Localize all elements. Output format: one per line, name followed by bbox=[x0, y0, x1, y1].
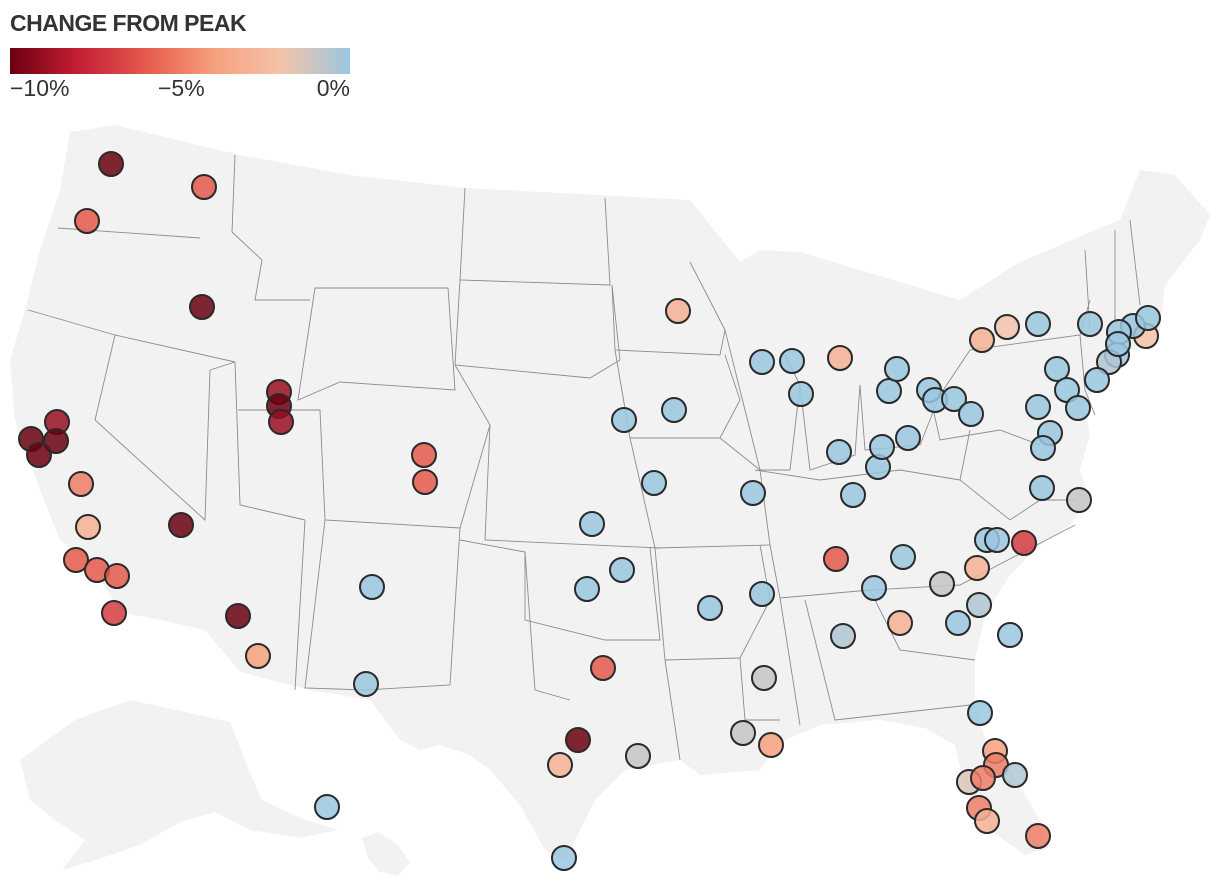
city-marker-ca bbox=[101, 600, 127, 626]
city-marker-fl bbox=[974, 808, 1000, 834]
city-marker-tx bbox=[547, 752, 573, 778]
city-marker-ia bbox=[661, 397, 687, 423]
city-marker-al bbox=[830, 623, 856, 649]
city-marker-pa bbox=[1025, 394, 1051, 420]
contiguous-us-land bbox=[10, 125, 1210, 862]
city-marker-sc bbox=[966, 592, 992, 618]
city-marker-il bbox=[788, 381, 814, 407]
city-markers bbox=[18, 151, 1161, 871]
city-marker-co bbox=[412, 469, 438, 495]
city-marker-ny bbox=[994, 314, 1020, 340]
city-marker-ok bbox=[609, 557, 635, 583]
city-marker-ia bbox=[611, 407, 637, 433]
city-marker-fl bbox=[1002, 762, 1028, 788]
city-marker-oh bbox=[876, 378, 902, 404]
legend-tick-min: −10% bbox=[10, 75, 70, 101]
city-marker-wi bbox=[779, 348, 805, 374]
city-marker-va bbox=[1135, 305, 1161, 331]
city-marker-tx bbox=[353, 671, 379, 697]
city-marker-nj bbox=[1065, 395, 1091, 421]
city-marker-tx bbox=[625, 743, 651, 769]
city-marker-ak bbox=[1105, 331, 1131, 357]
city-marker-ga bbox=[945, 610, 971, 636]
city-marker-in bbox=[840, 482, 866, 508]
city-marker-pa bbox=[969, 327, 995, 353]
city-marker-ca bbox=[68, 471, 94, 497]
city-marker-az bbox=[225, 603, 251, 629]
city-marker-nv bbox=[168, 512, 194, 538]
city-marker-tx bbox=[551, 845, 577, 871]
city-marker-ar bbox=[697, 595, 723, 621]
city-marker-mo bbox=[641, 470, 667, 496]
city-marker-fl bbox=[970, 765, 996, 791]
city-marker-va bbox=[1066, 487, 1092, 513]
city-marker-oh bbox=[958, 401, 984, 427]
city-marker-wa bbox=[98, 151, 124, 177]
city-marker-ks bbox=[579, 511, 605, 537]
city-marker-wa bbox=[191, 174, 217, 200]
city-marker-tx bbox=[590, 655, 616, 681]
city-marker-ca bbox=[43, 428, 69, 454]
legend-tick-mid: −5% bbox=[158, 75, 205, 101]
city-marker-nc bbox=[1011, 530, 1037, 556]
city-marker-la bbox=[730, 720, 756, 746]
city-marker-in bbox=[826, 439, 852, 465]
city-marker-ut bbox=[268, 409, 294, 435]
city-marker-ca bbox=[63, 547, 89, 573]
city-marker-id bbox=[189, 294, 215, 320]
city-marker-tn bbox=[890, 544, 916, 570]
city-marker-tx bbox=[565, 727, 591, 753]
city-marker-sc bbox=[929, 571, 955, 597]
city-marker-tn bbox=[749, 581, 775, 607]
city-marker-mn bbox=[665, 298, 691, 324]
city-marker-la bbox=[758, 732, 784, 758]
city-marker-ok bbox=[574, 576, 600, 602]
alaska-land bbox=[20, 700, 338, 870]
city-marker-ca bbox=[26, 442, 52, 468]
city-marker-fl bbox=[314, 794, 340, 820]
city-marker-tn bbox=[861, 575, 887, 601]
legend-color-bar bbox=[10, 48, 350, 74]
city-marker-oh bbox=[884, 356, 910, 382]
legend-ticks: −10% −5% 0% bbox=[10, 74, 350, 102]
city-marker-va bbox=[967, 700, 993, 726]
city-marker-nc bbox=[964, 555, 990, 581]
city-marker-nj bbox=[1084, 367, 1110, 393]
color-legend: CHANGE FROM PEAK −10% −5% 0% bbox=[10, 8, 350, 102]
city-marker-nm bbox=[359, 574, 385, 600]
state-borders bbox=[27, 154, 1141, 761]
city-marker-oh bbox=[941, 386, 967, 412]
city-marker-co bbox=[411, 442, 437, 468]
city-marker-wi bbox=[749, 349, 775, 375]
city-marker-mo bbox=[740, 480, 766, 506]
legend-title: CHANGE FROM PEAK bbox=[10, 10, 247, 36]
city-marker-ca bbox=[104, 563, 130, 589]
hawaii-land bbox=[362, 832, 410, 876]
city-marker-mi bbox=[827, 345, 853, 371]
city-marker-sc bbox=[997, 622, 1023, 648]
legend-tick-max: 0% bbox=[316, 75, 350, 101]
city-marker-nc bbox=[984, 527, 1010, 553]
city-marker-md bbox=[1029, 475, 1055, 501]
city-marker-la bbox=[751, 665, 777, 691]
city-marker-ky bbox=[869, 434, 895, 460]
city-marker-ga bbox=[887, 610, 913, 636]
city-marker-ny bbox=[1044, 356, 1070, 382]
city-marker-ct bbox=[1077, 311, 1103, 337]
city-marker-az bbox=[245, 643, 271, 669]
city-marker-tn bbox=[823, 546, 849, 572]
city-marker-ca bbox=[75, 514, 101, 540]
city-marker-pa bbox=[1030, 435, 1056, 461]
land bbox=[10, 125, 1210, 876]
city-marker-fl bbox=[1025, 823, 1051, 849]
city-marker-wa bbox=[74, 208, 100, 234]
city-marker-ny bbox=[1025, 311, 1051, 337]
city-marker-ky bbox=[895, 425, 921, 451]
